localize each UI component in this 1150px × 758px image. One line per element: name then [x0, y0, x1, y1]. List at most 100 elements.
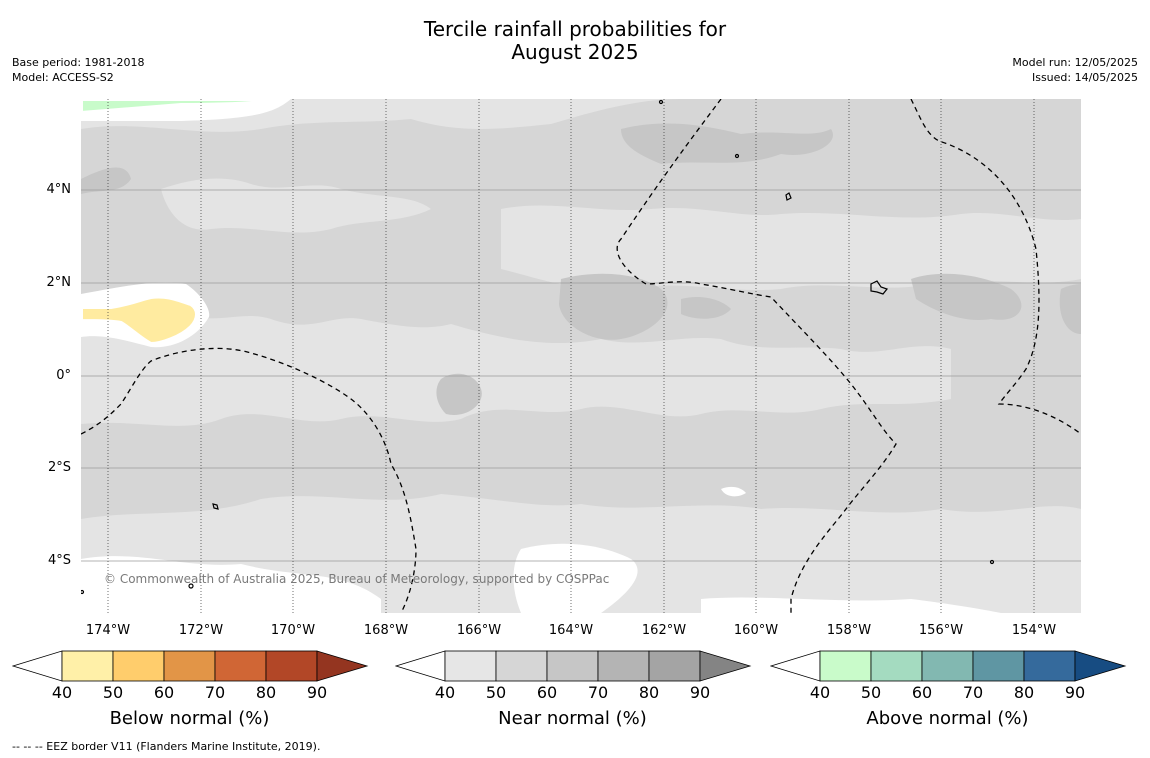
- colorbar-segment: [1023, 650, 1076, 682]
- lon-label: 170°W: [270, 623, 316, 638]
- lat-label: 2°N: [46, 275, 72, 290]
- lon-label: 166°W: [456, 623, 502, 638]
- light-region-north-east: [501, 205, 1081, 291]
- colorbar-tick: 80: [638, 683, 660, 702]
- light-region-north: [161, 178, 431, 233]
- near-normal-60-patch: [436, 373, 482, 415]
- eez-border: [910, 99, 1081, 435]
- lon-label: 168°W: [363, 623, 409, 638]
- lat-label: 2°S: [47, 460, 71, 475]
- near-normal-60-patch: [911, 273, 1022, 320]
- light-region-west: [81, 299, 951, 426]
- issued-date: Issued: 14/05/2025: [1031, 71, 1138, 84]
- colorbar-tick: 50: [485, 683, 507, 702]
- colorbar-label: Near normal (%): [498, 708, 647, 729]
- lon-label: 160°W: [733, 623, 779, 638]
- colorbar-low-triangle: [395, 650, 446, 682]
- colorbar-tick: 60: [536, 683, 558, 702]
- map-area: [81, 99, 1081, 613]
- map-title: Tercile rainfall probabilities for Augus…: [0, 18, 1150, 64]
- colorbar-segment: [163, 650, 216, 682]
- lon-label: 172°W: [178, 623, 224, 638]
- colorbar-segment: [495, 650, 548, 682]
- copyright-notice: © Commonwealth of Australia 2025, Bureau…: [104, 572, 610, 586]
- meta-right: Model run: 12/05/2025 Issued: 14/05/2025: [1012, 55, 1138, 85]
- colorbar-tick: 40: [434, 683, 456, 702]
- colorbar-segment: [444, 650, 497, 682]
- colorbar-tick: 70: [587, 683, 609, 702]
- colorbar-tick: 70: [962, 683, 984, 702]
- colorbar-segment: [61, 650, 114, 682]
- colorbar-tick: 90: [306, 683, 328, 702]
- title-line-1: Tercile rainfall probabilities for: [423, 17, 727, 41]
- lon-label: 174°W: [85, 623, 131, 638]
- colorbar-segment: [921, 650, 974, 682]
- colorbar-tick: 80: [1013, 683, 1035, 702]
- island: [785, 192, 792, 201]
- title-line-2: August 2025: [511, 40, 639, 64]
- model-run: Model run: 12/05/2025: [1012, 56, 1138, 69]
- lat-label: 4°N: [46, 182, 72, 197]
- colorbar-high-triangle: [316, 650, 369, 682]
- white-region: [81, 556, 381, 613]
- lat-gridlines: [81, 189, 1081, 562]
- colorbar-tick: 50: [102, 683, 124, 702]
- island: [870, 280, 889, 295]
- colorbar: [770, 650, 1127, 682]
- colorbar-tick: 80: [255, 683, 277, 702]
- colorbar-segment: [265, 650, 318, 682]
- colorbar-high-triangle: [1074, 650, 1127, 682]
- near-normal-60-patch: [1059, 284, 1081, 334]
- lat-label: 0°: [56, 368, 71, 383]
- colorbar-tick: 90: [689, 683, 711, 702]
- model-name: Model: ACCESS-S2: [12, 71, 114, 84]
- colorbar-low-triangle: [770, 650, 821, 682]
- lat-label: 4°S: [47, 553, 71, 568]
- colorbar-segment: [972, 650, 1025, 682]
- colorbar-tick: 60: [153, 683, 175, 702]
- island: [188, 583, 194, 589]
- island: [212, 503, 219, 510]
- colorbar-segment: [214, 650, 267, 682]
- below-normal-40-region: [81, 294, 199, 347]
- lon-label: 154°W: [1011, 623, 1057, 638]
- colorbar-high-triangle: [699, 650, 752, 682]
- colorbar-label: Below normal (%): [109, 708, 270, 729]
- lon-label: 158°W: [826, 623, 872, 638]
- eez-footnote: -- -- -- EEZ border V11 (Flanders Marine…: [12, 740, 321, 753]
- rainfall-map: [81, 99, 1081, 613]
- colorbar-segment: [597, 650, 650, 682]
- colorbar-segment: [648, 650, 701, 682]
- near-normal-60-patch: [559, 273, 668, 340]
- colorbar: [395, 650, 752, 682]
- near-normal-60-patch: [681, 297, 731, 319]
- white-region: [721, 486, 746, 497]
- colorbar-tick: 70: [204, 683, 226, 702]
- colorbar-segment: [870, 650, 923, 682]
- lon-label: 156°W: [918, 623, 964, 638]
- meta-left: Base period: 1981-2018 Model: ACCESS-S2: [12, 55, 144, 85]
- island: [81, 589, 85, 595]
- colorbar-tick: 60: [911, 683, 933, 702]
- near-normal-60-patch: [81, 167, 131, 194]
- colorbar: [12, 650, 369, 682]
- near-normal-60-patch: [621, 123, 833, 164]
- island: [989, 559, 995, 565]
- base-period: Base period: 1981-2018: [12, 56, 145, 69]
- colorbar-tick: 40: [809, 683, 831, 702]
- eez-border: [81, 347, 417, 613]
- colorbar-tick: 40: [51, 683, 73, 702]
- island: [658, 99, 664, 105]
- eez-border: [616, 99, 897, 613]
- colorbar-low-triangle: [12, 650, 63, 682]
- lon-label: 162°W: [641, 623, 687, 638]
- lon-label: 164°W: [548, 623, 594, 638]
- above-normal-40-region: [81, 99, 280, 116]
- island: [734, 153, 740, 159]
- colorbar-segment: [112, 650, 165, 682]
- colorbar-segment: [546, 650, 599, 682]
- colorbar-tick: 90: [1064, 683, 1086, 702]
- colorbar-segment: [819, 650, 872, 682]
- colorbar-label: Above normal (%): [866, 708, 1029, 729]
- white-region: [701, 597, 1001, 613]
